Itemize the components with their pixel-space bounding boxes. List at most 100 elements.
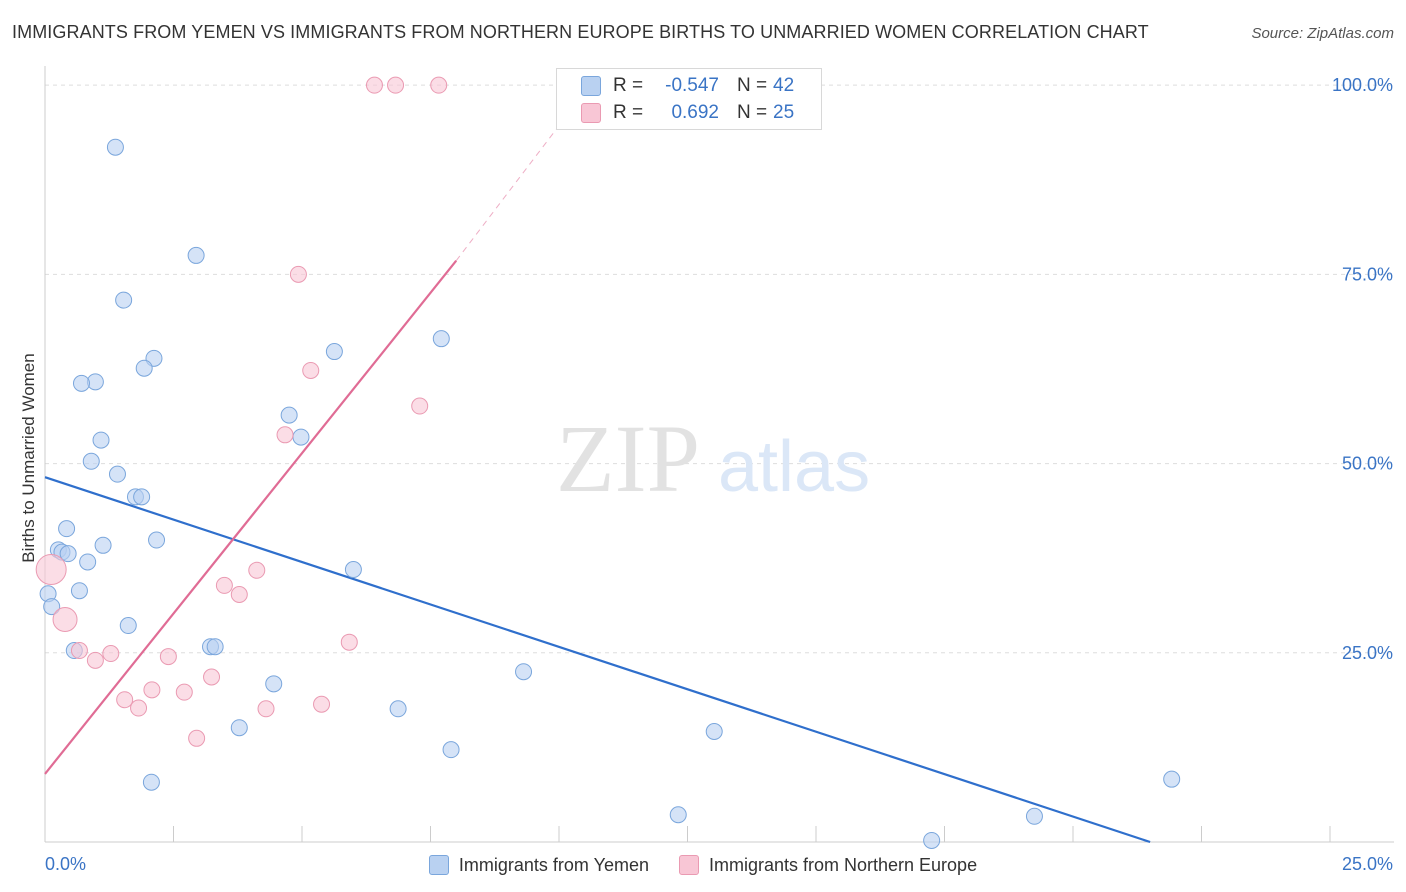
- point-yemen: [230, 719, 248, 737]
- point-northern-europe: [430, 76, 448, 94]
- n-label: N =: [737, 102, 768, 123]
- r-value: -0.547: [665, 75, 719, 96]
- point-yemen: [432, 330, 450, 348]
- point-yemen: [79, 553, 97, 571]
- source-label: Source: ZipAtlas.com: [1251, 25, 1394, 42]
- point-northern-europe: [387, 76, 405, 94]
- point-yemen: [133, 488, 151, 506]
- point-northern-europe: [257, 700, 275, 718]
- trend-line-extension-northern-europe: [455, 84, 591, 262]
- y-tick-label: 75.0%: [1342, 264, 1393, 284]
- point-yemen: [292, 428, 310, 446]
- point-northern-europe: [159, 648, 177, 666]
- point-yemen: [187, 246, 205, 264]
- legend-item-yemen[interactable]: Immigrants from Yemen: [428, 854, 649, 876]
- point-northern-europe: [313, 695, 331, 713]
- point-northern-europe: [86, 651, 104, 669]
- n-value: 42: [773, 75, 795, 96]
- stats-row-northern-europe: R = 0.692 N = 25: [581, 100, 803, 126]
- point-northern-europe: [175, 683, 193, 701]
- point-northern-europe: [248, 561, 266, 579]
- point-yemen: [72, 374, 90, 392]
- trend-line-yemen: [44, 476, 1151, 844]
- point-yemen: [669, 806, 687, 824]
- stats-row-yemen: R = -0.547 N = 42: [581, 73, 803, 99]
- correlation-legend: R = -0.547 N = 42 R = 0.692 N = 25: [556, 68, 822, 130]
- point-northern-europe: [102, 645, 120, 663]
- legend-label-yemen: Immigrants from Yemen: [458, 854, 649, 875]
- point-yemen: [58, 520, 76, 538]
- point-yemen: [515, 663, 533, 681]
- chart-title: IMMIGRANTS FROM YEMEN VS IMMIGRANTS FROM…: [12, 22, 1149, 42]
- point-yemen: [59, 545, 77, 563]
- point-yemen: [325, 343, 343, 361]
- point-northern-europe: [203, 668, 221, 686]
- point-yemen: [344, 561, 362, 579]
- point-yemen: [705, 722, 723, 740]
- axes: [44, 66, 1394, 843]
- point-northern-europe: [411, 397, 429, 415]
- trend-lines: [44, 84, 1151, 844]
- point-northern-europe: [276, 426, 294, 444]
- legend-item-northern-europe[interactable]: Immigrants from Northern Europe: [678, 854, 978, 876]
- point-yemen: [923, 831, 941, 849]
- point-yemen: [280, 406, 298, 424]
- y-tick-label: 25.0%: [1342, 643, 1393, 663]
- point-yemen: [92, 431, 110, 449]
- point-northern-europe: [130, 699, 148, 717]
- point-northern-europe: [215, 576, 233, 594]
- point-northern-europe: [188, 729, 206, 747]
- point-yemen: [206, 638, 224, 656]
- point-yemen: [119, 617, 137, 635]
- stats-swatch-yemen: [581, 76, 601, 96]
- point-yemen: [108, 465, 126, 483]
- x-tick-label: 0.0%: [45, 854, 86, 874]
- point-northern-europe: [289, 265, 307, 283]
- point-yemen: [70, 582, 88, 600]
- n-label: N =: [737, 75, 768, 96]
- point-yemen: [148, 531, 166, 549]
- watermark-atlas: atlas: [718, 427, 870, 507]
- legend-swatch-yemen: [428, 855, 449, 875]
- legend-swatch-northern-europe: [678, 855, 699, 875]
- point-yemen: [94, 536, 112, 554]
- y-axis-label: Births to Unmarried Women: [19, 353, 38, 562]
- r-label: R =: [613, 75, 644, 96]
- point-yemen: [442, 741, 460, 759]
- point-yemen: [389, 700, 407, 718]
- point-northern-europe: [70, 642, 88, 660]
- point-yemen: [106, 138, 124, 156]
- point-yemen: [1025, 807, 1043, 825]
- point-yemen: [82, 452, 100, 470]
- point-yemen: [265, 675, 283, 693]
- point-northern-europe: [302, 361, 320, 379]
- x-tick-label: 25.0%: [1342, 854, 1393, 874]
- point-northern-europe: [52, 606, 78, 632]
- watermark-zip: ZIP: [556, 405, 700, 512]
- n-value: 25: [773, 102, 795, 123]
- r-label: R =: [613, 102, 644, 123]
- y-tick-label: 50.0%: [1342, 454, 1393, 474]
- trend-line-northern-europe: [44, 260, 458, 775]
- point-yemen: [1163, 770, 1181, 788]
- point-northern-europe: [35, 554, 67, 586]
- watermark: ZIP atlas: [556, 405, 870, 512]
- tick-labels: 25.0% 50.0% 75.0% 100.0% 0.0% 25.0%: [45, 75, 1393, 874]
- point-yemen: [43, 598, 61, 616]
- legend-label-northern-europe: Immigrants from Northern Europe: [708, 854, 978, 875]
- data-points: [35, 76, 1181, 849]
- r-value: 0.692: [671, 102, 719, 123]
- point-yemen: [115, 291, 133, 309]
- stats-swatch-northern-europe: [581, 103, 601, 123]
- point-yemen: [142, 773, 160, 791]
- point-northern-europe: [365, 76, 383, 94]
- y-tick-label: 100.0%: [1332, 75, 1393, 95]
- point-northern-europe: [230, 586, 248, 604]
- grid-lines: [45, 84, 1392, 654]
- point-northern-europe: [340, 633, 358, 651]
- point-northern-europe: [116, 691, 134, 709]
- point-yemen: [135, 359, 153, 377]
- series-legend: Immigrants from Yemen Immigrants from No…: [0, 851, 1406, 879]
- point-northern-europe: [143, 681, 161, 699]
